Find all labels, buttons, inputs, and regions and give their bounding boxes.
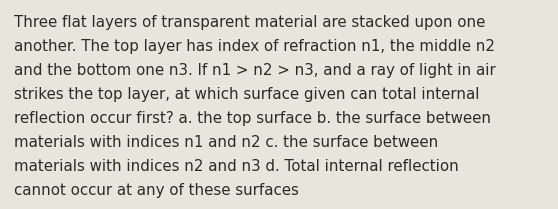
Text: another. The top layer has index of refraction n1, the middle n2: another. The top layer has index of refr… — [14, 39, 495, 54]
Text: and the bottom one n3. If n1 > n2 > n3, and a ray of light in air: and the bottom one n3. If n1 > n2 > n3, … — [14, 63, 496, 78]
Text: strikes the top layer, at which surface given can total internal: strikes the top layer, at which surface … — [14, 87, 479, 102]
Text: materials with indices n1 and n2 c. the surface between: materials with indices n1 and n2 c. the … — [14, 135, 438, 150]
Text: cannot occur at any of these surfaces: cannot occur at any of these surfaces — [14, 183, 299, 198]
Text: materials with indices n2 and n3 d. Total internal reflection: materials with indices n2 and n3 d. Tota… — [14, 159, 459, 174]
Text: Three flat layers of transparent material are stacked upon one: Three flat layers of transparent materia… — [14, 15, 485, 30]
Text: reflection occur first? a. the top surface b. the surface between: reflection occur first? a. the top surfa… — [14, 111, 491, 126]
